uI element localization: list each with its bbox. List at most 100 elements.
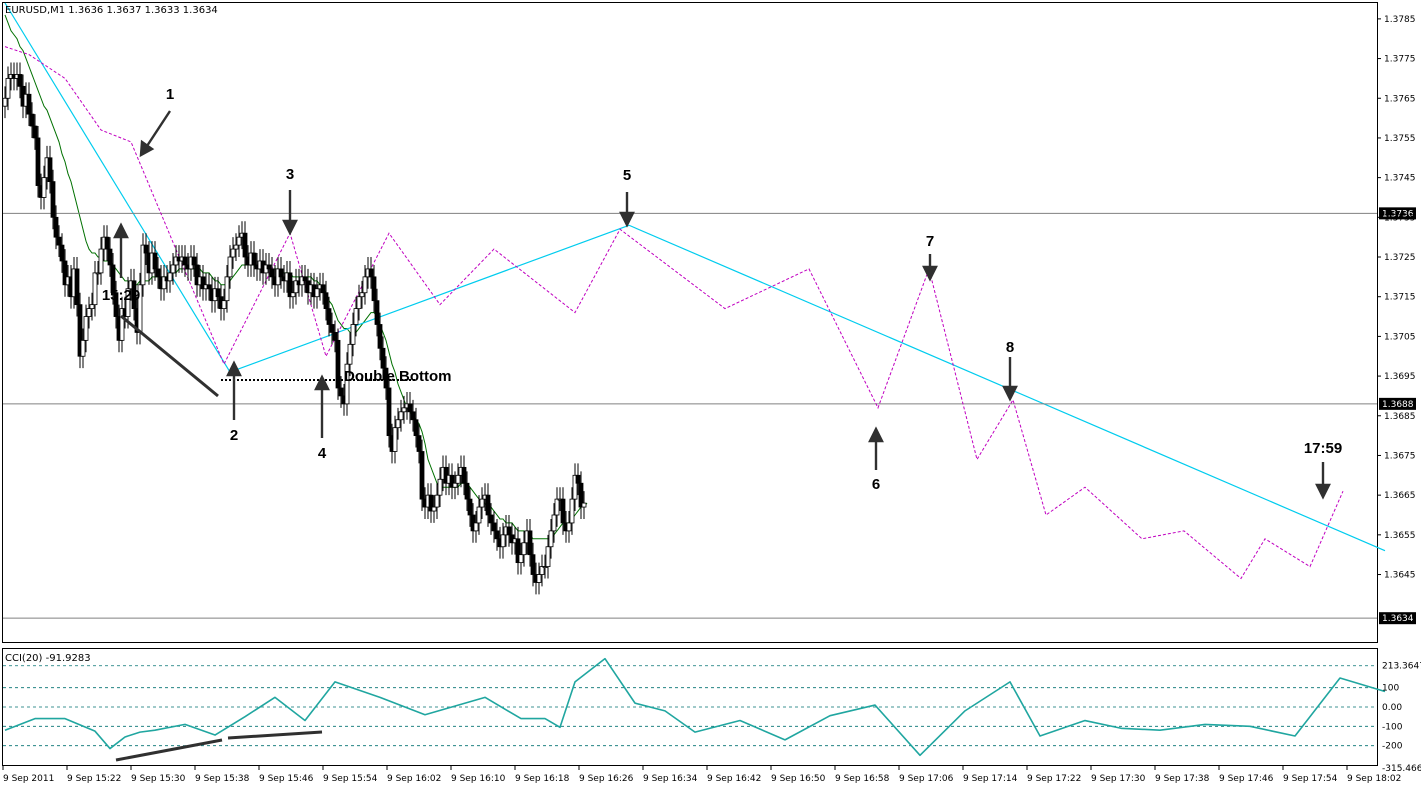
cci-tick-label: -315.466 bbox=[1382, 764, 1421, 774]
candle-body bbox=[269, 268, 275, 278]
candle-body bbox=[287, 272, 293, 298]
candle-body bbox=[542, 566, 548, 568]
candle-body bbox=[113, 292, 119, 317]
cci-level-layer bbox=[3, 665, 1377, 747]
price-tick-label: 1.3675 bbox=[1384, 451, 1416, 461]
candle-body bbox=[152, 252, 158, 270]
price-line-label-bg bbox=[1379, 207, 1416, 220]
candle-body bbox=[380, 347, 386, 369]
price-tick-label: 1.3755 bbox=[1384, 134, 1416, 144]
price-tick-label: 1.3655 bbox=[1384, 531, 1416, 541]
candle-body bbox=[386, 387, 392, 437]
candle-body bbox=[419, 451, 425, 500]
candle-body bbox=[143, 244, 149, 254]
candle-body bbox=[62, 260, 68, 286]
price-tick-label: 1.3735 bbox=[1384, 213, 1416, 223]
candle-body bbox=[98, 248, 104, 274]
candle-body bbox=[530, 554, 536, 575]
label-5: 5 bbox=[623, 167, 631, 184]
candle-body bbox=[278, 268, 284, 278]
candle-body bbox=[383, 367, 389, 389]
candle-body bbox=[47, 157, 53, 183]
candle-body bbox=[575, 474, 581, 484]
candle-body bbox=[494, 530, 500, 540]
label-2: 2 bbox=[230, 427, 238, 444]
time-tick-label: 9 Sep 17:22 bbox=[1027, 774, 1081, 784]
candle-body bbox=[536, 574, 542, 583]
price-line-label: 1.3688 bbox=[1382, 400, 1414, 410]
zigzag-layer bbox=[4, 46, 1344, 580]
label-17-59: 17:59 bbox=[1304, 440, 1342, 457]
candle-body bbox=[242, 232, 248, 258]
candle-body bbox=[347, 343, 353, 365]
candle-body bbox=[194, 264, 200, 286]
time-tick-label: 9 Sep 17:30 bbox=[1091, 774, 1146, 784]
label-6: 6 bbox=[872, 476, 880, 493]
candle-body bbox=[32, 125, 38, 139]
candle-body bbox=[107, 248, 113, 266]
price-tick-label: 1.3715 bbox=[1384, 293, 1416, 303]
candle-body bbox=[500, 534, 506, 548]
price-line-label: 1.3736 bbox=[1382, 209, 1414, 219]
candle-body bbox=[302, 276, 308, 282]
candle-body bbox=[332, 332, 338, 341]
time-tick-label: 9 Sep 18:02 bbox=[1347, 774, 1401, 784]
indicator-header: CCI(20) -91.9283 bbox=[5, 653, 91, 664]
candle-body bbox=[26, 93, 32, 115]
candle-body bbox=[131, 280, 137, 310]
trendline bbox=[229, 224, 630, 373]
candle-body bbox=[236, 236, 242, 246]
candle-body bbox=[392, 427, 398, 452]
candle-body bbox=[488, 514, 494, 524]
label-8: 8 bbox=[1006, 339, 1014, 356]
candle-body bbox=[293, 280, 299, 294]
price-tick-label: 1.3745 bbox=[1384, 174, 1416, 184]
trendline bbox=[4, 2, 231, 373]
time-tick-label: 9 Sep 17:54 bbox=[1283, 774, 1338, 784]
candle-body bbox=[545, 546, 551, 567]
label-4: 4 bbox=[318, 445, 327, 462]
candle-body bbox=[368, 268, 374, 278]
cci-tick-label: -200 bbox=[1382, 742, 1403, 752]
candle-body bbox=[518, 554, 524, 564]
time-tick-label: 9 Sep 16:42 bbox=[707, 774, 761, 784]
candle-body bbox=[329, 324, 335, 333]
candle-body bbox=[449, 474, 455, 488]
candle-body bbox=[17, 74, 23, 87]
price-tick-label: 1.3685 bbox=[1384, 412, 1416, 422]
candle-body bbox=[407, 403, 413, 413]
price-tick-label: 1.3665 bbox=[1384, 491, 1416, 501]
time-tick-label: 9 Sep 17:38 bbox=[1155, 774, 1210, 784]
candle-body bbox=[200, 276, 206, 290]
candle-body bbox=[86, 308, 92, 317]
candle-body bbox=[233, 244, 239, 250]
candle-body bbox=[53, 216, 59, 238]
price-tick-label: 1.3765 bbox=[1384, 94, 1416, 104]
cci-layer bbox=[4, 657, 1386, 757]
arrowhead-4 bbox=[314, 374, 330, 391]
time-tick-label: 9 Sep 15:46 bbox=[259, 774, 314, 784]
candle-body bbox=[395, 419, 401, 429]
candle-body bbox=[491, 522, 497, 532]
candle-body bbox=[401, 407, 407, 413]
candle-body bbox=[461, 466, 467, 484]
time-tick-label: 9 Sep 17:46 bbox=[1219, 774, 1274, 784]
candle-body bbox=[362, 276, 368, 294]
time-tick-label: 9 Sep 16:10 bbox=[451, 774, 506, 784]
candle-body bbox=[230, 248, 236, 258]
candle-body bbox=[437, 478, 443, 496]
candle-body bbox=[2, 97, 8, 107]
candle-body bbox=[77, 304, 83, 357]
arrowhead-2 bbox=[226, 360, 242, 377]
candle-body bbox=[335, 339, 341, 389]
candle-body bbox=[215, 288, 221, 298]
axis-layer: 1.37851.37751.37651.37551.37451.37351.37… bbox=[2, 15, 1421, 784]
time-tick-label: 9 Sep 16:26 bbox=[579, 774, 634, 784]
candle-body bbox=[572, 474, 578, 500]
candle-body bbox=[473, 522, 479, 532]
label-7: 7 bbox=[926, 233, 934, 250]
candle-body bbox=[350, 324, 356, 345]
time-tick-label: 9 Sep 16:50 bbox=[771, 774, 826, 784]
time-tick-label: 9 Sep 16:02 bbox=[387, 774, 441, 784]
